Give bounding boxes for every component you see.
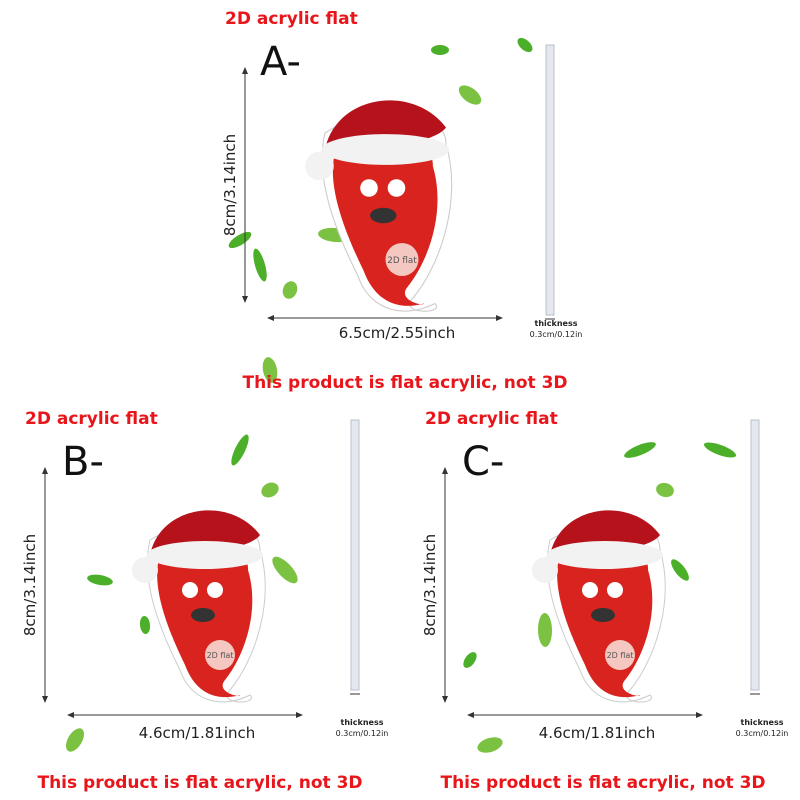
pepper-illustration: 2D flat (132, 510, 266, 703)
leaf (517, 37, 533, 53)
hat-brim (547, 541, 663, 569)
leaf (458, 85, 482, 105)
leaf (231, 434, 249, 466)
heading: 2D acrylic flat (425, 409, 558, 429)
pepper-illustration: 2D flat (532, 510, 666, 703)
leaf (139, 616, 151, 634)
thickness-title: thickness (741, 718, 784, 727)
mouth (591, 608, 615, 622)
heading: 2D acrylic flat (225, 9, 358, 29)
acrylic-edge (350, 419, 360, 691)
badge (205, 640, 235, 670)
variant-label: B- (62, 439, 104, 485)
eye (207, 582, 223, 598)
hat-brim (321, 134, 450, 165)
thickness-title: thickness (535, 319, 578, 328)
leaf (537, 613, 553, 647)
leaf (477, 737, 503, 753)
badge (385, 243, 419, 276)
hat-pompom (132, 557, 158, 583)
leaf (272, 556, 298, 584)
note: This product is flat acrylic, not 3D (440, 773, 765, 793)
variant-label: C- (462, 439, 504, 485)
leaf (703, 442, 737, 458)
width-text: 4.6cm/1.81inch (139, 724, 256, 742)
thickness-value: 0.3cm/0.12in (530, 330, 583, 339)
leaf (282, 281, 298, 299)
leaf (253, 248, 267, 282)
height-text: 8cm/3.14inch (21, 534, 39, 636)
acrylic-edge (545, 44, 555, 316)
pepper-illustration: 2D flat (305, 100, 453, 312)
leaf (431, 45, 449, 55)
leaf (656, 482, 674, 498)
acrylic-edge (750, 419, 760, 691)
hat-pompom (305, 151, 334, 181)
leaf (624, 442, 656, 458)
thickness-value: 0.3cm/0.12in (336, 729, 389, 738)
mouth (370, 207, 397, 224)
leaf (66, 728, 84, 752)
leaf (463, 652, 477, 668)
note: This product is flat acrylic, not 3D (37, 773, 362, 793)
badge-text: 2D flat (207, 651, 234, 660)
eye (360, 179, 378, 197)
leaf (261, 482, 279, 498)
badge (605, 640, 635, 670)
leaf (671, 559, 689, 581)
hat-brim (147, 541, 263, 569)
variant-label: A- (260, 39, 301, 85)
note: This product is flat acrylic, not 3D (242, 373, 567, 393)
heading: 2D acrylic flat (25, 409, 158, 429)
width-text: 6.5cm/2.55inch (339, 324, 456, 342)
eye (387, 179, 406, 197)
eye (582, 582, 598, 598)
hat-pompom (532, 557, 558, 583)
badge-text: 2D flat (387, 256, 417, 266)
thickness-title: thickness (341, 718, 384, 727)
eye (607, 582, 623, 598)
leaf (87, 574, 113, 586)
height-text: 8cm/3.14inch (221, 134, 239, 236)
eye (182, 582, 198, 598)
thickness-value: 0.3cm/0.12in (736, 729, 789, 738)
badge-text: 2D flat (607, 651, 634, 660)
height-text: 8cm/3.14inch (421, 534, 439, 636)
width-text: 4.6cm/1.81inch (539, 724, 656, 742)
leaf (262, 357, 278, 383)
mouth (191, 608, 215, 622)
